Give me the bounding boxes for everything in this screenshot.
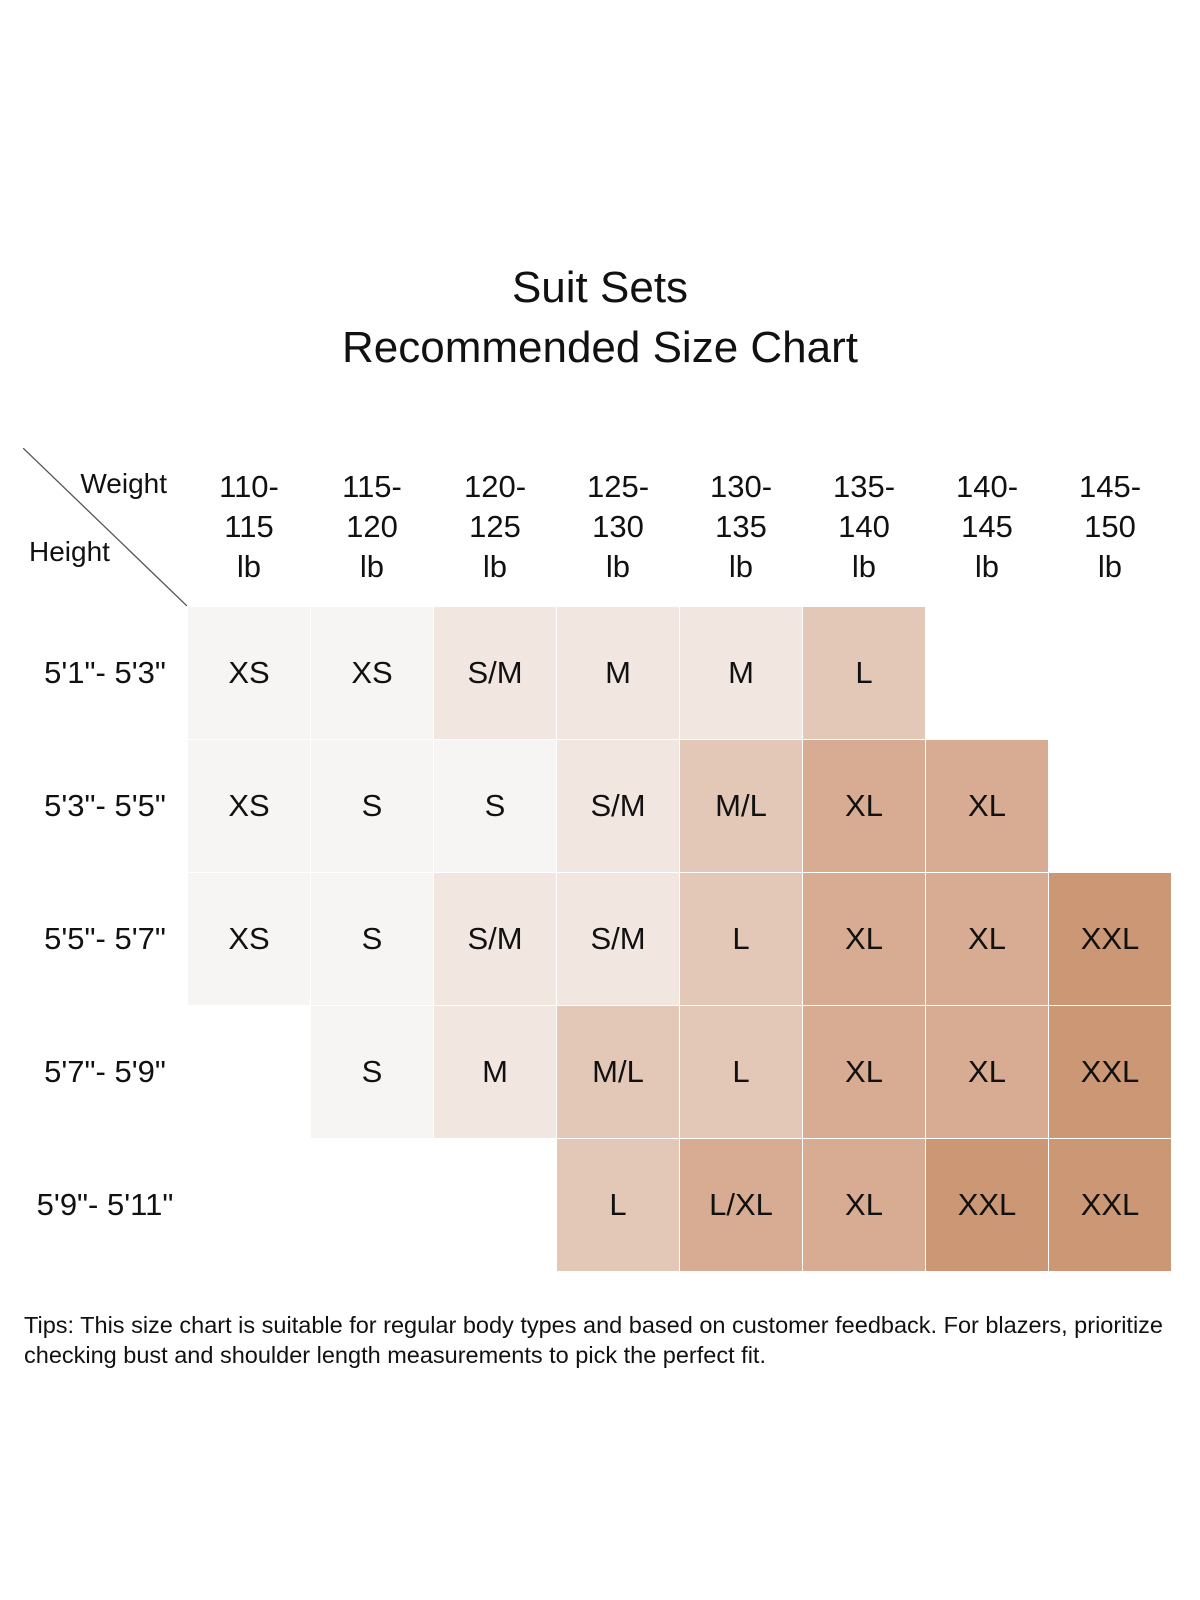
height-axis-label: Height xyxy=(29,536,110,567)
size-cell: S xyxy=(310,1005,434,1139)
size-cell: XL xyxy=(802,872,926,1006)
weight-header-line: 150 xyxy=(1084,509,1136,544)
weight-column-header: 115- 120 lb xyxy=(310,447,434,607)
weight-header-line: 110- xyxy=(219,469,279,504)
weight-header-line: 115 xyxy=(224,509,274,544)
tips-text: Tips: This size chart is suitable for re… xyxy=(24,1312,1163,1368)
weight-column-header: 120- 125 lb xyxy=(433,447,557,607)
size-cell: L xyxy=(679,872,803,1006)
weight-header-line: 145- xyxy=(1078,469,1142,504)
size-cell: S xyxy=(310,739,434,873)
weight-column-header: 145- 150 lb xyxy=(1048,447,1172,607)
size-cell: XS xyxy=(187,872,311,1006)
weight-header-line: lb xyxy=(851,549,877,584)
height-row-label: 5'3"- 5'5" xyxy=(22,739,188,873)
size-cell: M xyxy=(556,606,680,740)
size-cell: M/L xyxy=(556,1005,680,1139)
size-cell: XL xyxy=(925,872,1049,1006)
weight-header-line: 130- xyxy=(709,469,773,504)
size-cell: M xyxy=(433,1005,557,1139)
weight-header-line: 135 xyxy=(715,509,767,544)
weight-header-line: lb xyxy=(605,549,631,584)
size-cell: L xyxy=(679,1005,803,1139)
weight-header-line: 125- xyxy=(586,469,650,504)
weight-header-line: 140 xyxy=(838,509,890,544)
weight-header-line: lb xyxy=(1097,549,1123,584)
size-cell: XL xyxy=(802,1138,926,1272)
size-cell: S xyxy=(433,739,557,873)
size-cell: XL xyxy=(802,1005,926,1139)
weight-column-header: 125- 130 lb xyxy=(556,447,680,607)
size-cell: S xyxy=(310,872,434,1006)
table-row: 5'9"- 5'11" L L/XL XL XXL XXL xyxy=(22,1138,1172,1272)
size-cell: XL xyxy=(925,1005,1049,1139)
size-cell: XL xyxy=(802,739,926,873)
size-cell xyxy=(433,1138,557,1272)
size-cell xyxy=(187,1138,311,1272)
size-cell xyxy=(1048,606,1172,740)
table-row: 5'1"- 5'3" XS XS S/M M M L xyxy=(22,606,1172,740)
size-cell: XXL xyxy=(1048,872,1172,1006)
diagonal-divider xyxy=(23,448,187,606)
size-cell: XL xyxy=(925,739,1049,873)
weight-header-line: lb xyxy=(974,549,1000,584)
size-cell: M/L xyxy=(679,739,803,873)
weight-header-line: 130 xyxy=(592,509,644,544)
weight-header-line: 120 xyxy=(346,509,398,544)
weight-column-header: 135- 140 lb xyxy=(802,447,926,607)
size-cell: XXL xyxy=(1048,1005,1172,1139)
size-cell: XS xyxy=(187,606,311,740)
weight-header-line: lb xyxy=(728,549,754,584)
table-row: 5'3"- 5'5" XS S S S/M M/L XL XL xyxy=(22,739,1172,873)
weight-header-line: lb xyxy=(236,549,262,584)
weight-header-line: 145 xyxy=(961,509,1013,544)
size-cell: L xyxy=(802,606,926,740)
weight-header-line: lb xyxy=(482,549,508,584)
weight-header-line: 140- xyxy=(955,469,1019,504)
size-chart-table: Weight Height 110- 115 lb 115- 120 lb 120- 125 l… xyxy=(22,447,1172,1272)
size-cell: L/XL xyxy=(679,1138,803,1272)
size-cell: XS xyxy=(310,606,434,740)
size-cell xyxy=(310,1138,434,1272)
size-cell: S/M xyxy=(433,872,557,1006)
size-cell: S/M xyxy=(433,606,557,740)
table-row: 5'5"- 5'7" XS S S/M S/M L XL XL XXL xyxy=(22,872,1172,1006)
size-cell xyxy=(1048,739,1172,873)
size-rows: 5'1"- 5'3" XS XS S/M M M L 5'3"- 5'5" XS S S S/M M/L… xyxy=(22,606,1172,1272)
header-row: Weight Height 110- 115 lb 115- 120 lb 120- 125 l… xyxy=(22,447,1172,607)
weight-header-line: 125 xyxy=(469,509,521,544)
size-cell: XXL xyxy=(925,1138,1049,1272)
weight-column-header: 110- 115 lb xyxy=(187,447,311,607)
size-cell: M xyxy=(679,606,803,740)
corner-header: Weight Height xyxy=(22,447,188,607)
height-row-label: 5'5"- 5'7" xyxy=(22,872,188,1006)
size-cell xyxy=(187,1005,311,1139)
height-row-label: 5'9"- 5'11" xyxy=(22,1138,188,1272)
height-row-label: 5'1"- 5'3" xyxy=(22,606,188,740)
size-cell xyxy=(925,606,1049,740)
chart-title-line-1: Suit Sets xyxy=(511,263,689,312)
size-cell: S/M xyxy=(556,739,680,873)
weight-column-header: 130- 135 lb xyxy=(679,447,803,607)
size-cell: L xyxy=(556,1138,680,1272)
table-row: 5'7"- 5'9" S M M/L L XL XL XXL xyxy=(22,1005,1172,1139)
chart-title-line-2: Recommended Size Chart xyxy=(341,323,858,372)
size-cell: XS xyxy=(187,739,311,873)
weight-column-header: 140- 145 lb xyxy=(925,447,1049,607)
weight-header-line: 135- xyxy=(832,469,896,504)
weight-header-line: 115- xyxy=(342,469,402,504)
weight-header-line: 120- xyxy=(463,469,527,504)
height-row-label: 5'7"- 5'9" xyxy=(22,1005,188,1139)
weight-axis-label: Weight xyxy=(80,468,167,499)
size-cell: S/M xyxy=(556,872,680,1006)
weight-header-line: lb xyxy=(359,549,385,584)
size-cell: XXL xyxy=(1048,1138,1172,1272)
